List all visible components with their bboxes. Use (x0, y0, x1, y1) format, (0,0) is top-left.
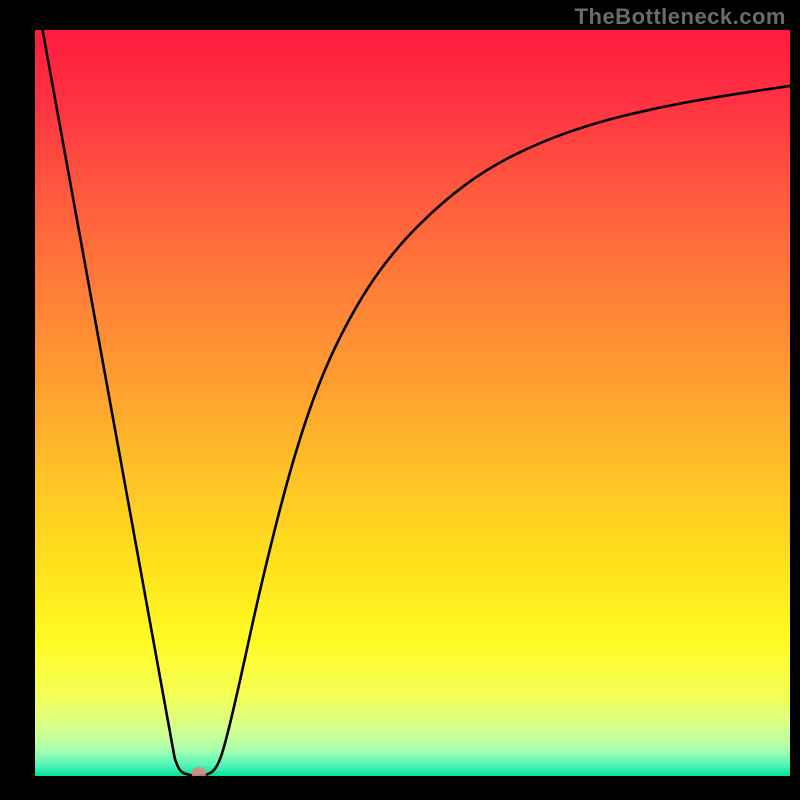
bottleneck-curve-chart (35, 30, 790, 776)
watermark-text: TheBottleneck.com (575, 4, 786, 30)
gradient-background (35, 30, 790, 776)
chart-frame: TheBottleneck.com (0, 0, 800, 800)
